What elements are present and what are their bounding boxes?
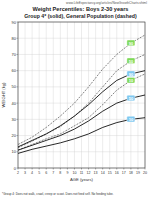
x-tick-label: 3 — [24, 171, 26, 175]
grid-line — [88, 22, 89, 168]
title: Weight Percentiles: Boys 2-30 years — [33, 6, 129, 12]
subtitle: Group 4* (solid), General Population (da… — [24, 13, 137, 19]
label-box — [127, 116, 135, 122]
label-box — [127, 58, 135, 64]
x-tick-label: 14 — [101, 171, 105, 175]
x-tick-label: 10 — [72, 171, 76, 175]
grid-line — [60, 22, 61, 168]
series-line — [18, 118, 145, 154]
x-tick-label: 4 — [31, 171, 33, 175]
x-tick-label: 2 — [17, 171, 19, 175]
lines — [18, 35, 145, 153]
grid-line — [53, 22, 54, 168]
grid-line — [123, 22, 124, 168]
labels: 905010905010 — [127, 40, 135, 122]
page: {"chart_data": {"type": "line", "title":… — [0, 0, 149, 198]
grid-line — [25, 22, 26, 168]
x-tick-label: 20 — [143, 171, 147, 175]
grid — [17, 22, 146, 170]
label-box — [127, 40, 135, 46]
y-tick-label: 70 — [12, 52, 17, 57]
x-tick-label: 12 — [87, 171, 91, 175]
series-line — [18, 54, 145, 147]
background — [0, 0, 149, 198]
label-box — [127, 71, 135, 77]
percentile-label: 10 — [127, 116, 135, 122]
x-tick-label: 17 — [122, 171, 126, 175]
y-tick-label: 20 — [12, 133, 17, 138]
x-tick-label: 5 — [38, 171, 40, 175]
y-tick-label: 60 — [12, 68, 17, 73]
x-tick-label: 19 — [136, 171, 140, 175]
grid-line — [74, 22, 75, 168]
grid-line — [67, 22, 68, 168]
y-tick-label: 30 — [12, 117, 17, 122]
series-line — [18, 95, 145, 150]
percentile-label: 10 — [127, 77, 135, 83]
grid-line — [109, 22, 110, 168]
legend-entry: 50 — [129, 96, 134, 101]
x-tick-label: 6 — [45, 171, 47, 175]
x-tick-label: 15 — [108, 171, 112, 175]
grid-line — [116, 22, 117, 168]
y-axis-label: WEIGHT (kg) — [1, 82, 6, 108]
label-box — [127, 77, 135, 83]
x-tick-label: 9 — [66, 171, 68, 175]
legend-entry: 10 — [129, 117, 134, 122]
x-tick-label: 8 — [59, 171, 61, 175]
plot-frame — [18, 22, 145, 168]
footnote: *Group 4: Does not walk, crawl, creep or… — [2, 192, 114, 196]
legend-entry: 10 — [129, 78, 134, 83]
percentile-label: 90 — [127, 71, 135, 77]
y-tick-label: 90 — [12, 20, 17, 25]
percentile-label: 50 — [127, 95, 135, 101]
x-tick-label: 7 — [52, 171, 54, 175]
series-line — [18, 74, 145, 150]
legend-entry: 90 — [129, 41, 134, 46]
series-line — [18, 35, 145, 145]
grid-line — [137, 22, 138, 168]
y-tick-label: 0 — [14, 166, 17, 171]
x-axis-label: AGE (years) — [70, 177, 94, 182]
series-line — [18, 71, 145, 147]
source: www.LifeExpectancy.org/articles/NewGrowt… — [66, 1, 147, 5]
grid-line — [102, 22, 103, 168]
y-tick-label: 80 — [12, 36, 17, 41]
legend-entry: 90 — [129, 72, 134, 77]
legend-entry: 50 — [129, 59, 134, 64]
y-tick-label: 50 — [12, 84, 17, 89]
x-tick-label: 18 — [129, 171, 133, 175]
grid-line — [32, 22, 33, 168]
chart: www.LifeExpectancy.org/articles/NewGrowt… — [0, 0, 149, 198]
percentile-label: 90 — [127, 40, 135, 46]
x-tick-label: 16 — [115, 171, 119, 175]
grid-line — [39, 22, 40, 168]
label-box — [127, 95, 135, 101]
percentile-label: 50 — [127, 58, 135, 64]
x-tick-label: 13 — [94, 171, 98, 175]
x-tick-label: 11 — [80, 171, 84, 175]
y-tick-label: 40 — [12, 101, 17, 106]
y-tick-label: 10 — [12, 149, 17, 154]
